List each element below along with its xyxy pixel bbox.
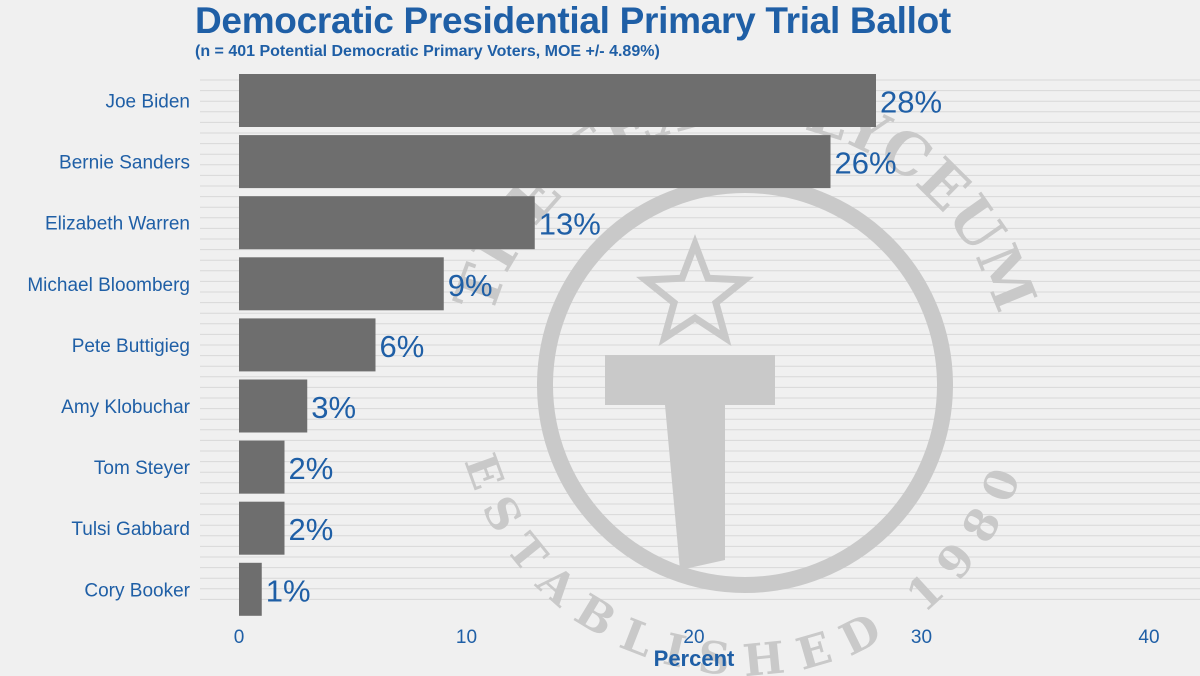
data-label: 2% [289, 451, 334, 486]
x-axis-title: Percent [654, 646, 735, 671]
x-tick-label: 40 [1138, 627, 1159, 648]
data-label: 6% [380, 329, 425, 364]
bar [239, 74, 876, 127]
watermark-bottom-text: ESTABLISHED 1980 [454, 447, 1036, 676]
data-label: 26% [835, 146, 897, 181]
watermark-pillar-icon [605, 355, 775, 570]
bar [239, 379, 308, 433]
x-tick-label: 10 [456, 627, 477, 648]
category-label: Joe Biden [105, 92, 190, 113]
bar [239, 135, 831, 189]
data-label: 2% [289, 512, 334, 547]
bars [239, 74, 876, 616]
data-label: 9% [448, 268, 493, 303]
watermark-star-icon [636, 234, 754, 347]
category-label: Tom Steyer [94, 458, 191, 479]
category-label: Amy Klobuchar [61, 397, 191, 418]
category-label: Pete Buttigieg [72, 336, 190, 357]
bar [239, 501, 285, 555]
x-tick-label: 20 [683, 627, 704, 648]
bar [239, 440, 285, 494]
x-tick-label: 0 [234, 627, 245, 648]
bar [239, 562, 262, 616]
category-label: Bernie Sanders [59, 153, 190, 174]
category-label: Tulsi Gabbard [71, 519, 190, 540]
data-label: 28% [880, 85, 942, 120]
chart-title: Democratic Presidential Primary Trial Ba… [195, 0, 951, 41]
data-label: 1% [266, 573, 311, 608]
category-label: Michael Bloomberg [27, 275, 190, 296]
bar [239, 257, 444, 311]
category-label: Cory Booker [84, 580, 190, 601]
bar [239, 196, 535, 250]
labels: Joe Biden 28% Bernie Sanders 26% Elizabeth W… [27, 85, 1159, 672]
bar [239, 318, 376, 372]
x-tick-label: 30 [911, 627, 932, 648]
category-label: Elizabeth Warren [45, 214, 190, 235]
data-label: 13% [539, 207, 601, 242]
data-label: 3% [311, 390, 356, 425]
chart-subtitle: (n = 401 Potential Democratic Primary Vo… [195, 43, 660, 60]
